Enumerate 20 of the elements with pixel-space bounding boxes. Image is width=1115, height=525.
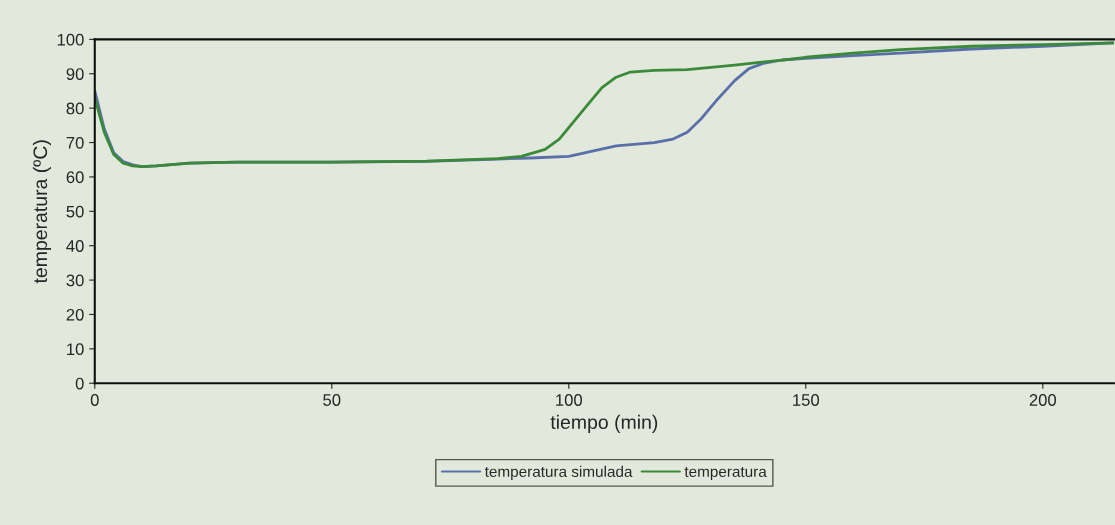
legend-label: temperatura bbox=[684, 466, 767, 481]
y-tick-label: 80 bbox=[66, 102, 84, 115]
y-axis-title: temperatura (ºC) bbox=[32, 140, 51, 284]
x-axis-title: tiempo (min) bbox=[550, 414, 658, 433]
y-tick-label: 40 bbox=[66, 240, 84, 252]
y-tick-label: 20 bbox=[66, 308, 84, 321]
legend-label: temperatura simulada bbox=[484, 465, 633, 481]
x-tick-label: 100 bbox=[556, 394, 583, 406]
x-tick-label: 150 bbox=[793, 394, 820, 406]
y-tick-label: 100 bbox=[57, 33, 84, 46]
y-tick-label: 30 bbox=[66, 274, 84, 287]
y-tick-label: 90 bbox=[66, 68, 84, 80]
y-tick-label: 60 bbox=[66, 171, 84, 184]
x-tick-label: 200 bbox=[1029, 394, 1057, 406]
y-tick-label: 10 bbox=[67, 343, 84, 356]
x-tick-label: 0 bbox=[90, 394, 99, 406]
y-tick-label: 50 bbox=[66, 205, 84, 218]
x-tick-label: 50 bbox=[323, 394, 341, 406]
y-tick-label: 70 bbox=[66, 136, 84, 149]
y-tick-label: 0 bbox=[75, 377, 84, 390]
